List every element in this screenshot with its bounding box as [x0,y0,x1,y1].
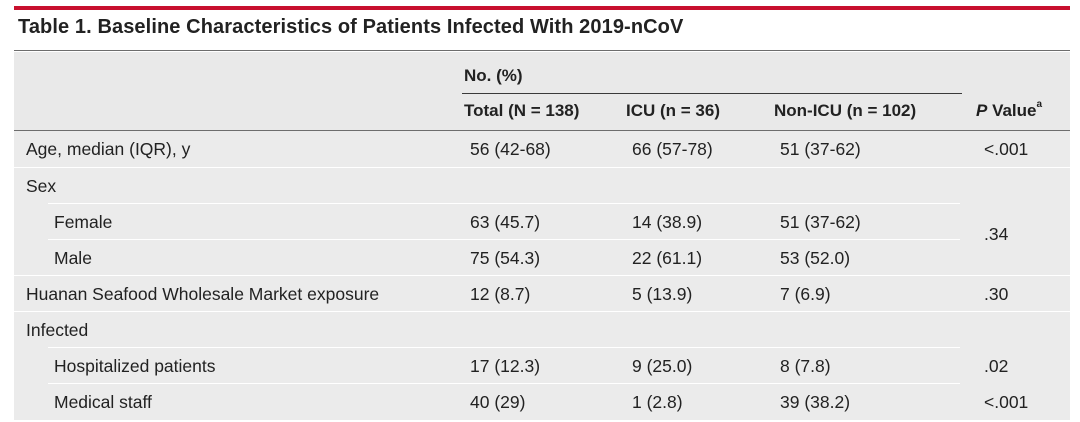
header-col-total: Total (N = 138) [464,101,580,120]
cell-pvalue: <.001 [984,139,1029,159]
cell-total: 56 (42-68) [470,139,551,159]
row-label: Male [54,248,92,268]
cell-icu: 66 (57-78) [632,139,713,159]
header-p-rest: Value [987,101,1037,120]
table-title: Table 1. Baseline Characteristics of Pat… [18,16,684,38]
row-divider [48,383,960,384]
cell-icu: 22 (61.1) [632,248,703,268]
cell-pvalue: .02 [984,356,1009,376]
row-divider [48,203,960,204]
cell-icu: 14 (38.9) [632,212,703,232]
row-label: Infected [26,320,89,340]
row-divider [14,311,1070,312]
cell-nonicu: 39 (38.2) [780,392,851,412]
header-p-letter: P [976,101,988,120]
row-label: Medical staff [54,392,152,412]
row-divider [48,239,960,240]
table-row: Infected [14,312,1070,348]
cell-nonicu: 7 (6.9) [780,284,831,304]
table-figure: Table 1. Baseline Characteristics of Pat… [8,0,1072,422]
row-label: Huanan Seafood Wholesale Market exposure [26,284,380,304]
row-label: Age, median (IQR), y [26,139,191,159]
accent-top-rule [14,6,1070,10]
table-row: Sex [14,168,1070,204]
cell-total: 12 (8.7) [470,284,531,304]
cell-pvalue: .30 [984,284,1009,304]
cell-nonicu: 53 (52.0) [780,248,851,268]
header-col-pvalue: P Valuea [976,99,1043,121]
row-label: Female [54,212,113,232]
cell-nonicu: 51 (37-62) [780,139,861,159]
table-row: Hospitalized patients 17 (12.3) 9 (25.0)… [14,348,1070,384]
row-divider [14,275,1070,276]
cell-total: 17 (12.3) [470,356,541,376]
table-row: Medical staff 40 (29) 1 (2.8) 39 (38.2) … [14,384,1070,420]
cell-total: 40 (29) [470,392,526,412]
header-p-footnote-marker: a [1036,99,1043,110]
row-label: Sex [26,176,57,196]
cell-nonicu: 8 (7.8) [780,356,831,376]
row-divider [14,167,1070,168]
row-divider [48,347,960,348]
cell-pvalue-sex: .34 [984,224,1009,244]
header-group-label: No. (%) [464,66,523,85]
header-col-nonicu: Non-ICU (n = 102) [774,101,917,120]
table-row: Age, median (IQR), y 56 (42-68) 66 (57-7… [14,131,1070,167]
header-bottom-rule [14,130,1070,131]
header-col-icu: ICU (n = 36) [626,101,720,120]
cell-total: 63 (45.7) [470,212,541,232]
table-row: Male 75 (54.3) 22 (61.1) 53 (52.0) [14,240,1070,276]
title-rule [14,50,1070,51]
cell-pvalue: <.001 [984,392,1029,412]
cell-nonicu: 51 (37-62) [780,212,861,232]
cell-icu: 1 (2.8) [632,392,683,412]
table-row: Huanan Seafood Wholesale Market exposure… [14,276,1070,312]
cell-total: 75 (54.3) [470,248,541,268]
table-header [14,52,1070,130]
table-row: Female 63 (45.7) 14 (38.9) 51 (37-62) [14,204,1070,240]
row-label: Hospitalized patients [54,356,216,376]
header-group-underline [462,93,962,94]
cell-icu: 5 (13.9) [632,284,693,304]
cell-icu: 9 (25.0) [632,356,693,376]
